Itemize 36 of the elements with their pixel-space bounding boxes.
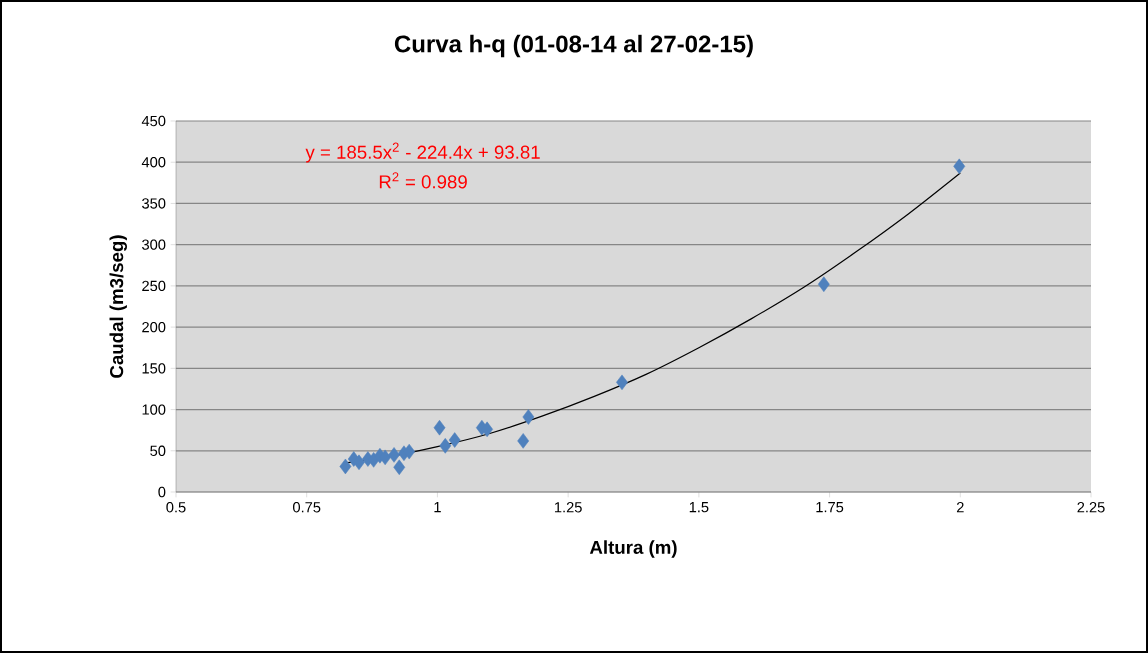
x-tick-label: 0.5 [166,502,186,513]
point [339,458,352,475]
x-tick-label: 2 [956,502,964,513]
y-tick-label: 350 [142,198,166,209]
point [616,374,628,391]
y-tick-label: 250 [142,280,166,292]
y-axis-title: Caudal (m3/seg) [109,235,127,378]
x-tick-label: 1.25 [554,502,582,513]
x-tick-label: 0.75 [293,502,321,513]
point [817,276,830,292]
point [353,454,365,471]
annotation: y = 185.5x$^{2}$ - 224.4x + 93.81 [305,142,540,163]
y-tick-label: 450 [141,115,166,127]
x-tick-label: 2.25 [1077,502,1105,513]
annotation: R$^{2}$ = 0.989 [379,172,467,189]
y-tick-label: 400 [141,157,166,168]
x-tick-label: 1.75 [816,502,844,513]
point [439,438,452,454]
point [522,409,535,425]
y-tick-label: 300 [142,239,166,250]
point [448,432,461,448]
x-tick-label: 1 [434,502,441,513]
point [953,158,966,175]
point [433,419,446,436]
y-tick-label: 100 [142,404,166,415]
y-tick-label: 150 [142,363,166,374]
x-axis-title: Altura (m) [589,540,677,558]
x-tick-label: 1.5 [689,502,709,513]
y-tick-label: 0 [158,486,166,498]
chart-title: Curva h-q (01-08-14 al 27-02-15) [394,34,753,58]
point [517,433,530,449]
y-tick-label: 200 [142,321,166,333]
point [379,449,392,466]
point [393,459,406,475]
point [388,447,400,463]
y-tick-label: 50 [150,445,166,456]
